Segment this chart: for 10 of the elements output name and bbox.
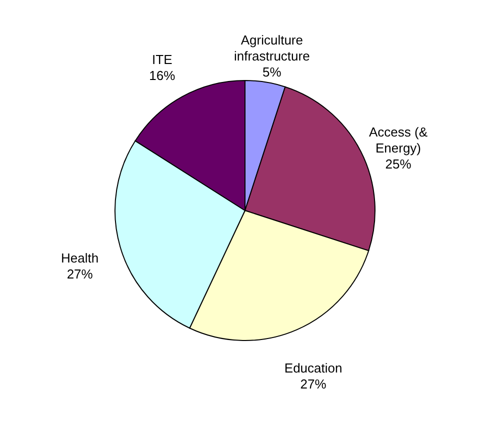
data-label: 5% <box>262 64 282 80</box>
slice-label: ITE <box>152 52 173 67</box>
slice-label: Education <box>284 360 342 376</box>
data-label: 27% <box>66 266 94 282</box>
data-label: 16% <box>149 68 176 83</box>
data-label: 27% <box>300 376 327 392</box>
slice-label: Agriculture infrastructure <box>234 32 310 64</box>
slice-label: Health <box>61 250 99 266</box>
slice-label: Access (& Energy) <box>368 124 428 156</box>
data-label: 25% <box>385 156 412 172</box>
